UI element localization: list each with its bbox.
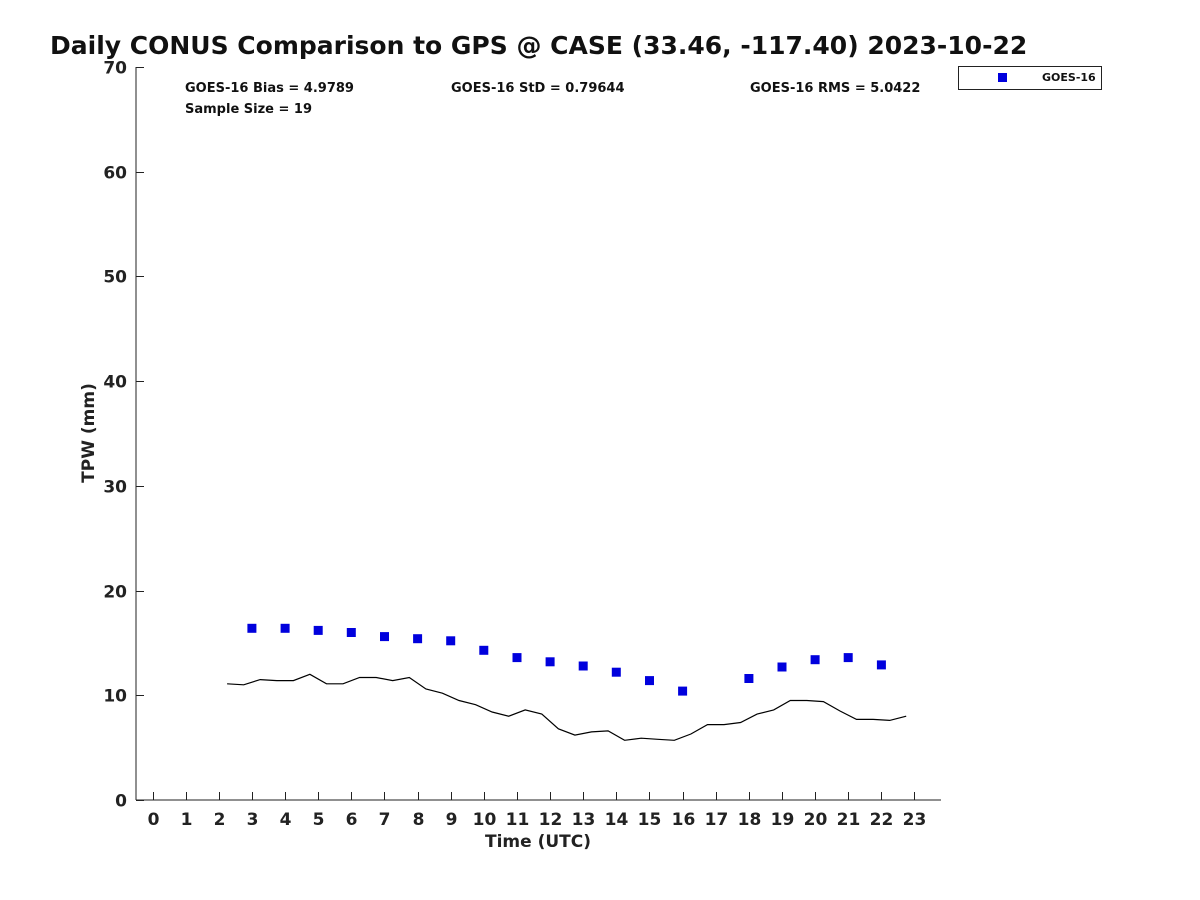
x-tick-label: 11 [506, 810, 530, 830]
goes16-point [876, 660, 886, 670]
goes16-point [346, 628, 356, 637]
goes16-point [578, 661, 588, 671]
goes16-point [247, 623, 257, 633]
rms-stat: GOES-16 RMS = 5.0422 [750, 81, 920, 96]
x-tick-label: 5 [313, 810, 325, 830]
x-tick-label: 12 [539, 810, 563, 830]
goes16-point [645, 676, 654, 686]
x-tick-label: 15 [638, 810, 662, 830]
y-tick-label: 0 [115, 792, 127, 812]
plot-area: 0 1 2 3 4 5 6 7 8 9 10 11 12 13 14 15 16 17 18 19 20 21 22 2301… [103, 59, 941, 830]
goes16-point [446, 636, 456, 646]
x-tick-label: 2 [214, 810, 226, 830]
legend-label-goes16: GOES-16 [1042, 71, 1096, 84]
goes16-point [678, 686, 688, 696]
x-tick-label: 3 [247, 810, 259, 830]
x-tick-label: 23 [903, 810, 927, 830]
x-tick-label: 8 [413, 810, 425, 830]
x-tick-label: 21 [837, 810, 861, 830]
y-tick-label: 20 [103, 583, 127, 603]
x-tick-label: 18 [738, 810, 762, 830]
x-tick-label: 22 [870, 810, 894, 830]
x-tick-label: 17 [705, 810, 729, 830]
y-tick-label: 70 [103, 59, 127, 79]
goes16-point [313, 625, 323, 635]
x-tick-label: 9 [446, 810, 458, 830]
x-tick-label: 4 [280, 810, 292, 830]
y-tick-label: 50 [103, 268, 127, 288]
legend-marker-goes16 [998, 73, 1007, 82]
x-tick-label: 20 [804, 810, 828, 830]
goes16-point [777, 662, 787, 672]
x-axis-label: Time (UTC) [485, 832, 591, 852]
goes16-point [810, 655, 820, 665]
sample-size-stat: Sample Size = 19 [185, 102, 312, 117]
goes16-point [744, 674, 754, 683]
y-tick-label: 30 [103, 478, 127, 498]
y-axis-label: TPW (mm) [79, 383, 99, 483]
goes16-point [611, 667, 621, 677]
x-tick-label: 0 [148, 810, 160, 830]
goes16-point [512, 653, 522, 663]
x-tick-label: 14 [605, 810, 629, 830]
goes16-point [380, 632, 389, 642]
y-tick-label: 40 [103, 373, 127, 393]
goes16-point [479, 645, 489, 655]
legend-box [958, 66, 1102, 90]
goes16-point [280, 623, 290, 633]
x-tick-label: 7 [379, 810, 391, 830]
chart-title: Daily CONUS Comparison to GPS @ CASE (33… [50, 31, 1027, 60]
bias-stat: GOES-16 Bias = 4.9789 [185, 81, 354, 96]
std-stat: GOES-16 StD = 0.79644 [451, 81, 625, 96]
x-tick-label: 10 [473, 810, 497, 830]
x-tick-label: 19 [771, 810, 795, 830]
goes16-point [843, 653, 853, 663]
gps-tpw-line [227, 673, 907, 741]
goes16-point [413, 634, 423, 644]
goes16-point [545, 657, 555, 667]
x-tick-label: 16 [672, 810, 696, 830]
x-tick-label: 1 [181, 810, 193, 830]
y-tick-label: 60 [103, 164, 127, 184]
x-tick-label: 13 [572, 810, 596, 830]
y-tick-label: 10 [103, 687, 127, 707]
x-tick-label: 6 [346, 810, 358, 830]
legend: GOES-16 [958, 66, 1102, 90]
